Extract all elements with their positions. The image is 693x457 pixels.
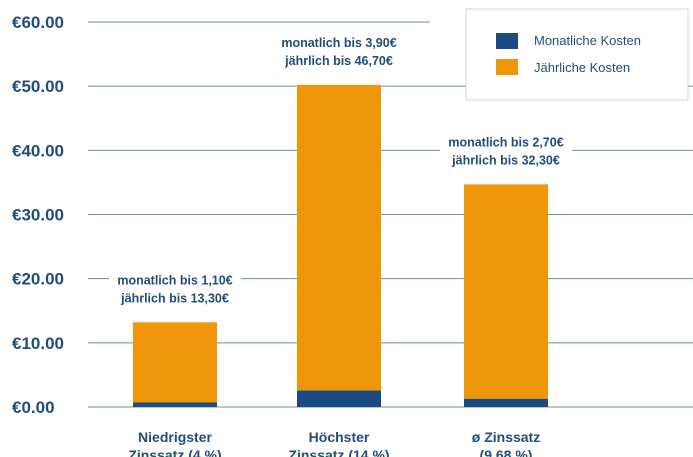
x-tick-label: Niedrigster [138, 429, 212, 445]
bar-segment-jaehrlich [133, 322, 217, 403]
legend-swatch-monatliche [496, 33, 518, 49]
x-tick-label: (9,68 %) [480, 447, 533, 457]
legend-swatch-jaehrliche [496, 59, 518, 75]
y-tick-label: €20.00 [12, 270, 64, 289]
bars [133, 84, 548, 407]
legend: Monatliche Kosten Jährliche Kosten [465, 8, 689, 101]
y-axis-ticks: €0.00 €10.00 €20.00 €30.00 €40.00 €50.00 €60.0… [12, 13, 64, 417]
x-axis-categories: Niedrigster Zinssatz (4 %) Höchster Zinssat… [128, 429, 540, 457]
bar-annotation: monatlich bis 1,10€ [117, 273, 232, 287]
bar-annotation: monatlich bis 3,90€ [281, 36, 396, 50]
bar-segment-monatlich [133, 402, 217, 407]
annotation-bg [440, 133, 572, 172]
bar-segment-monatlich [297, 390, 381, 407]
y-tick-label: €0.00 [12, 398, 55, 417]
x-tick-label: Zinssatz (14 %) [288, 447, 389, 457]
bar-annotation: jährlich bis 32,30€ [451, 153, 560, 167]
y-tick-label: €50.00 [12, 77, 64, 96]
annotation-bg [109, 271, 241, 310]
annotations: monatlich bis 1,10€ jährlich bis 13,30€ mo… [109, 33, 572, 310]
bar-segment-jaehrlich [464, 184, 548, 399]
y-tick-label: €40.00 [12, 141, 64, 160]
y-tick-label: €60.00 [12, 13, 64, 32]
bar-annotation: monatlich bis 2,70€ [448, 135, 563, 149]
annotation-bg [273, 33, 405, 72]
bar-annotation: jährlich bis 13,30€ [120, 291, 229, 305]
x-tick-label: Höchster [309, 429, 370, 445]
x-tick-label: Zinssatz (4 %) [128, 447, 221, 457]
legend-box [465, 8, 689, 101]
bar-annotation: jährlich bis 46,70€ [284, 54, 393, 68]
y-tick-label: €10.00 [12, 334, 64, 353]
legend-label-jaehrliche: Jährliche Kosten [534, 60, 630, 75]
y-tick-label: €30.00 [12, 206, 64, 225]
bar-segment-monatlich [464, 398, 548, 407]
x-tick-label: ø Zinssatz [472, 429, 540, 445]
bar-segment-jaehrlich [297, 84, 381, 391]
legend-label-monatliche: Monatliche Kosten [534, 33, 641, 48]
